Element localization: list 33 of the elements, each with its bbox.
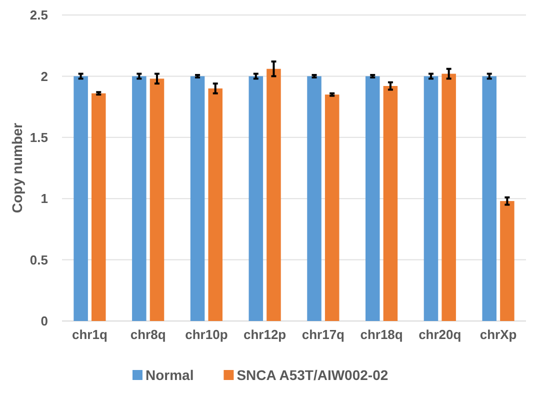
x-tick-label: chr8q: [130, 327, 166, 342]
y-tick-label: 2.5: [30, 8, 48, 23]
bar: [383, 86, 398, 321]
bar: [442, 74, 456, 321]
y-tick-label: 1: [40, 191, 48, 206]
x-tick-label: chr10p: [185, 327, 228, 342]
bar: [208, 88, 223, 321]
x-tick-label: chrXp: [480, 327, 517, 342]
x-tick-label: chr20q: [418, 327, 462, 342]
bar: [482, 76, 496, 321]
bar: [74, 76, 88, 321]
y-tick-label: 0.5: [30, 252, 48, 268]
bar: [92, 93, 106, 321]
bar: [190, 76, 205, 321]
bar: [150, 78, 164, 321]
legend-label: Normal: [146, 367, 194, 383]
x-tick-label: chr12p: [243, 327, 286, 342]
bar: [424, 76, 438, 321]
bar: [132, 76, 146, 321]
x-tick-label: chr18q: [360, 327, 403, 342]
legend-label: SNCA A53T/AIW002-02: [236, 367, 388, 383]
bar: [266, 68, 281, 321]
y-tick-label: 1.5: [30, 130, 48, 145]
y-tick-label: 2: [40, 68, 48, 84]
x-tick-label: chr1q: [72, 327, 108, 342]
x-tick-label: chr17q: [302, 327, 345, 342]
bar: [324, 94, 340, 321]
y-axis-title: Copy number: [9, 122, 25, 214]
bar: [307, 76, 322, 321]
bar: [500, 201, 514, 321]
bar: [365, 76, 380, 321]
bar: [248, 76, 264, 321]
y-tick-label: 0: [40, 314, 48, 329]
